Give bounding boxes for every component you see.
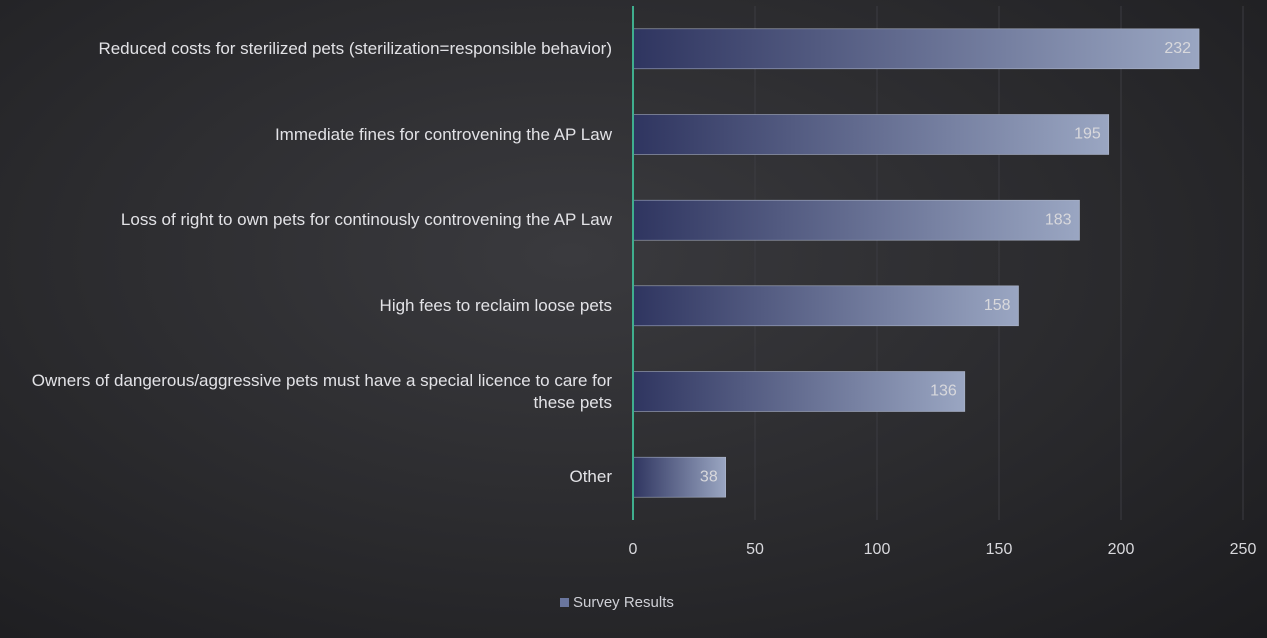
bar bbox=[632, 114, 1110, 155]
y-tick-label: Immediate fines for controvening the AP … bbox=[274, 124, 612, 144]
bar bbox=[632, 371, 966, 412]
bar bbox=[632, 285, 1019, 327]
legend-label: Survey Results bbox=[573, 594, 674, 611]
bar bbox=[632, 456, 726, 498]
y-tick-label: Owners of dangerous/aggressive pets must… bbox=[31, 370, 612, 412]
x-tick-label: 150 bbox=[986, 541, 1013, 558]
bar bbox=[632, 199, 1080, 241]
legend: Survey Results bbox=[560, 594, 674, 611]
y-tick-label: Other bbox=[569, 467, 612, 487]
y-tick-label: High fees to reclaim loose pets bbox=[379, 295, 612, 315]
x-tick-label: 200 bbox=[1108, 541, 1135, 558]
legend-swatch bbox=[560, 598, 569, 607]
data-label: 195 bbox=[1074, 126, 1101, 143]
data-label: 158 bbox=[984, 297, 1011, 314]
x-tick-label: 50 bbox=[746, 541, 764, 558]
x-tick-label: 250 bbox=[1230, 541, 1257, 558]
data-label: 136 bbox=[930, 383, 957, 400]
bar bbox=[632, 28, 1200, 70]
x-tick-label: 100 bbox=[864, 541, 891, 558]
x-tick-label: 0 bbox=[629, 541, 638, 558]
y-tick-label: Reduced costs for sterilized pets (steri… bbox=[98, 38, 612, 58]
data-label: 183 bbox=[1045, 211, 1072, 228]
data-label: 38 bbox=[700, 468, 718, 485]
y-tick-label: Loss of right to own pets for continousl… bbox=[120, 210, 612, 230]
data-label: 232 bbox=[1164, 40, 1191, 57]
